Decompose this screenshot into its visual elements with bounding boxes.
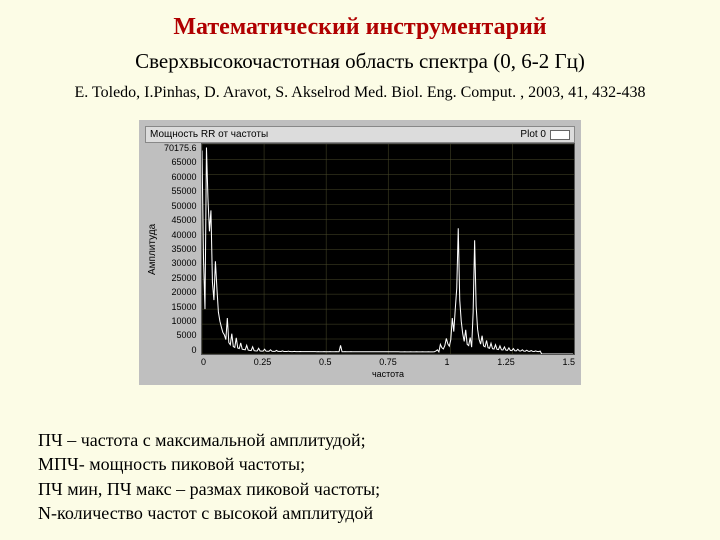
x-tick: 1.25 (497, 357, 515, 367)
legend-label: Plot 0 (520, 129, 546, 140)
y-tick: 40000 (164, 230, 197, 240)
y-axis-ticks: 70175.6650006000055000500004500040000350… (160, 143, 201, 355)
y-tick: 50000 (164, 201, 197, 211)
page-subtitle: Сверхвысокочастотная область спектра (0,… (0, 49, 720, 74)
definitions-block: ПЧ – частота с максимальной амплитудой;М… (38, 428, 380, 525)
y-tick: 0 (164, 345, 197, 355)
y-tick: 25000 (164, 273, 197, 283)
citation-text: E. Toledo, I.Pinhas, D. Aravot, S. Aksel… (0, 84, 720, 102)
y-tick: 60000 (164, 172, 197, 182)
x-tick: 0.25 (254, 357, 272, 367)
definition-line: МПЧ- мощность пиковой частоты; (38, 452, 380, 476)
spectrum-chart-panel: Мощность RR от частоты Plot 0 Амплитуда … (139, 120, 581, 385)
plot-area (201, 143, 575, 355)
x-axis-label: частота (201, 367, 575, 379)
y-tick: 30000 (164, 258, 197, 268)
definition-line: ПЧ мин, ПЧ макс – размах пиковой частоты… (38, 477, 380, 501)
x-tick: 0.5 (319, 357, 332, 367)
y-tick: 65000 (164, 157, 197, 167)
page-title: Математический инструментарий (0, 0, 720, 41)
chart-header: Мощность RR от частоты Plot 0 (145, 126, 575, 143)
definition-line: ПЧ – частота с максимальной амплитудой; (38, 428, 380, 452)
definition-line: N-количество частот с высокой амплитудой (38, 501, 380, 525)
y-tick: 10000 (164, 316, 197, 326)
chart-header-left: Мощность RR от частоты (150, 129, 268, 140)
y-tick: 20000 (164, 287, 197, 297)
x-tick: 0.75 (379, 357, 397, 367)
x-tick: 0 (201, 357, 206, 367)
x-tick: 1 (444, 357, 449, 367)
y-tick: 15000 (164, 302, 197, 312)
y-tick: 55000 (164, 186, 197, 196)
x-tick: 1.5 (562, 357, 575, 367)
y-tick: 35000 (164, 244, 197, 254)
legend-swatch-icon (550, 130, 570, 140)
y-tick: 70175.6 (164, 143, 197, 153)
y-axis-label: Амплитуда (145, 143, 160, 355)
x-axis-ticks: 0 0.25 0.5 0.75 1 1.25 1.5 (201, 355, 575, 367)
spectrum-svg (202, 144, 574, 354)
y-tick: 5000 (164, 330, 197, 340)
y-tick: 45000 (164, 215, 197, 225)
